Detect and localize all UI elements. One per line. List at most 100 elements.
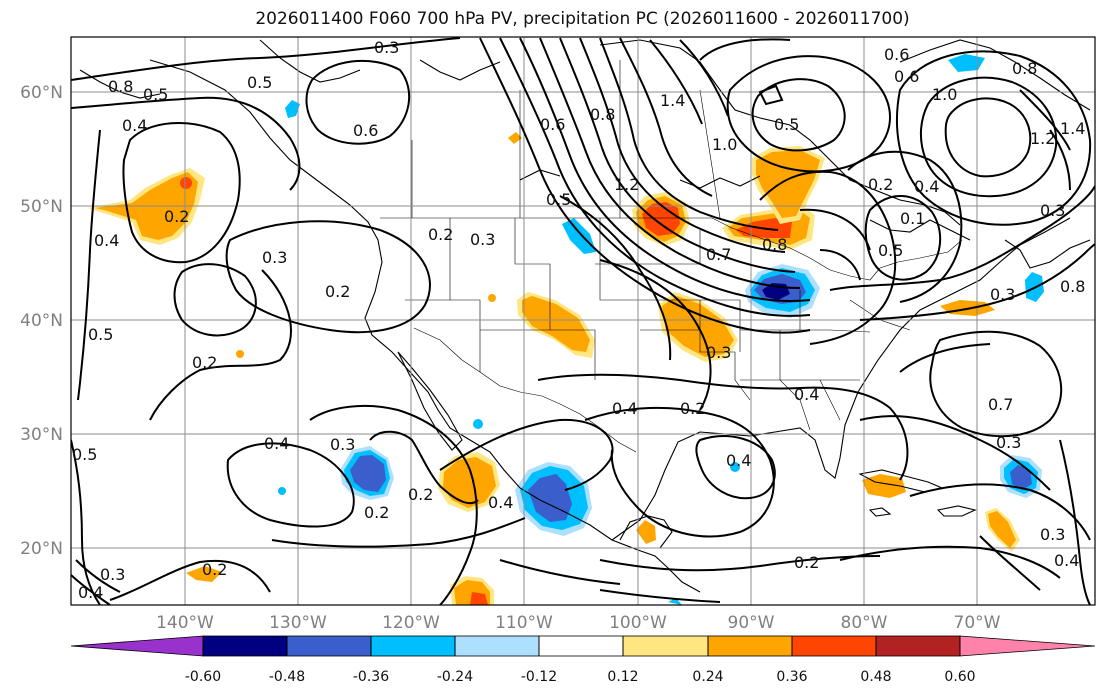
colorbar-cell — [539, 636, 623, 656]
contour-label: 0.5 — [72, 445, 97, 464]
contour-label: 0.6 — [894, 67, 919, 86]
pv-contours — [71, 37, 1095, 605]
colorbar-cell — [876, 636, 960, 656]
contour-labels: 0.3 0.8 0.5 0.4 0.5 0.6 0.2 0.4 0.3 0.2 … — [72, 38, 1085, 602]
contour-label: 0.4 — [94, 231, 119, 250]
colorbar-cell — [287, 636, 371, 656]
colorbar-labels: -0.60 -0.48 -0.36 -0.24 -0.12 0.12 0.24 … — [185, 669, 976, 685]
colorbar-cell — [792, 636, 876, 656]
map-frame — [70, 36, 1096, 606]
contour-label: 0.7 — [706, 245, 731, 264]
colorbar-label: -0.48 — [269, 669, 305, 685]
latitude-labels: 60°N 50°N 40°N 30°N 20°N — [20, 83, 63, 559]
contour-label: 0.5 — [88, 325, 113, 344]
contour-label: 0.3 — [100, 565, 125, 584]
colorbar-label: -0.24 — [437, 669, 473, 685]
contour-label: 0.2 — [364, 503, 389, 522]
lon-label-90w: 90°W — [728, 613, 775, 633]
lon-label-80w: 80°W — [841, 613, 888, 633]
colorbar-cell — [70, 635, 204, 657]
contour-label: 0.8 — [1060, 277, 1085, 296]
contour-label: 0.4 — [612, 399, 637, 418]
contour-label: 0.2 — [192, 353, 217, 372]
lon-label-120w: 120°W — [382, 613, 440, 633]
contour-label: 1.0 — [932, 85, 957, 104]
graticule — [71, 37, 1095, 605]
lon-label-130w: 130°W — [269, 613, 327, 633]
contour-label: 0.8 — [590, 105, 615, 124]
contour-label: 1.0 — [712, 135, 737, 154]
contour-label: 0.3 — [330, 435, 355, 454]
contour-label: 0.3 — [1040, 525, 1065, 544]
contour-label: 0.6 — [884, 45, 909, 64]
contour-label: 0.4 — [794, 385, 819, 404]
colorbar-label: 0.12 — [607, 669, 638, 685]
contour-label: 0.8 — [108, 77, 133, 96]
contour-label: 1.4 — [1060, 119, 1085, 138]
contour-label: 0.3 — [996, 433, 1021, 452]
contour-label: 0.6 — [353, 121, 378, 140]
contour-label: 0.2 — [408, 485, 433, 504]
contour-label: 0.2 — [868, 175, 893, 194]
contour-label: 0.5 — [247, 73, 272, 92]
contour-label: 0.4 — [78, 583, 103, 602]
contour-label: 0.4 — [122, 116, 147, 135]
colorbar-label: 0.24 — [692, 669, 723, 685]
contour-label: 0.2 — [428, 225, 453, 244]
contour-label: 0.6 — [540, 115, 565, 134]
contour-label: 0.4 — [726, 451, 751, 470]
lon-label-140w: 140°W — [156, 613, 214, 633]
lon-label-110w: 110°W — [495, 613, 553, 633]
contour-label: 0.2 — [680, 399, 705, 418]
colorbar-cell — [959, 635, 1096, 657]
colorbar-cell — [371, 636, 455, 656]
contour-label: 0.5 — [546, 190, 571, 209]
contour-label: 0.1 — [900, 209, 925, 228]
longitude-labels: 140°W 130°W 120°W 110°W 100°W 90°W 80°W … — [156, 613, 1001, 633]
map-title: 2026011400 F060 700 hPa PV, precipitatio… — [255, 9, 910, 29]
contour-label: 1.2 — [1030, 129, 1055, 148]
contour-label: 0.4 — [1054, 551, 1079, 570]
contour-label: 0.5 — [878, 241, 903, 260]
contour-label: 1.2 — [614, 175, 639, 194]
lon-label-70w: 70°W — [954, 613, 1001, 633]
colorbar-cells — [70, 635, 1096, 657]
contour-label: 0.3 — [1040, 201, 1065, 220]
lon-label-100w: 100°W — [609, 613, 667, 633]
colorbar-label: 0.48 — [860, 669, 891, 685]
contour-label: 0.2 — [164, 207, 189, 226]
contour-label: 0.4 — [488, 493, 513, 512]
contour-label: 0.8 — [1012, 59, 1037, 78]
colorbar-cell — [623, 636, 708, 656]
colorbar: -0.60 -0.48 -0.36 -0.24 -0.12 0.12 0.24 … — [70, 635, 1096, 685]
contour-label: 0.3 — [470, 230, 495, 249]
contour-label: 0.2 — [325, 282, 350, 301]
contour-label: 0.3 — [706, 343, 731, 362]
contour-label: 0.2 — [794, 553, 819, 572]
contour-label: 0.7 — [988, 395, 1013, 414]
lat-label-30n: 30°N — [20, 425, 63, 445]
colorbar-cell — [203, 636, 287, 656]
contour-label: 0.4 — [264, 434, 289, 453]
colorbar-cell — [455, 636, 539, 656]
colorbar-label: 0.36 — [776, 669, 807, 685]
contour-label: 1.4 — [660, 91, 685, 110]
lat-label-40n: 40°N — [20, 311, 63, 331]
lat-label-60n: 60°N — [20, 83, 63, 103]
colorbar-label: -0.60 — [185, 669, 221, 685]
colorbar-cell — [708, 636, 792, 656]
contour-label: 0.2 — [202, 560, 227, 579]
colorbar-label: -0.12 — [521, 669, 557, 685]
colorbar-ticks — [202, 636, 961, 656]
contour-label: 0.3 — [374, 38, 399, 57]
lat-label-50n: 50°N — [20, 197, 63, 217]
contour-label: 0.3 — [262, 248, 287, 267]
contour-label: 0.3 — [990, 285, 1015, 304]
colorbar-label: -0.36 — [353, 669, 389, 685]
colorbar-label: 0.60 — [944, 669, 975, 685]
lat-label-20n: 20°N — [20, 539, 63, 559]
contour-label: 0.8 — [762, 235, 787, 254]
contour-label: 0.5 — [143, 85, 168, 104]
contour-label: 0.4 — [914, 177, 939, 196]
